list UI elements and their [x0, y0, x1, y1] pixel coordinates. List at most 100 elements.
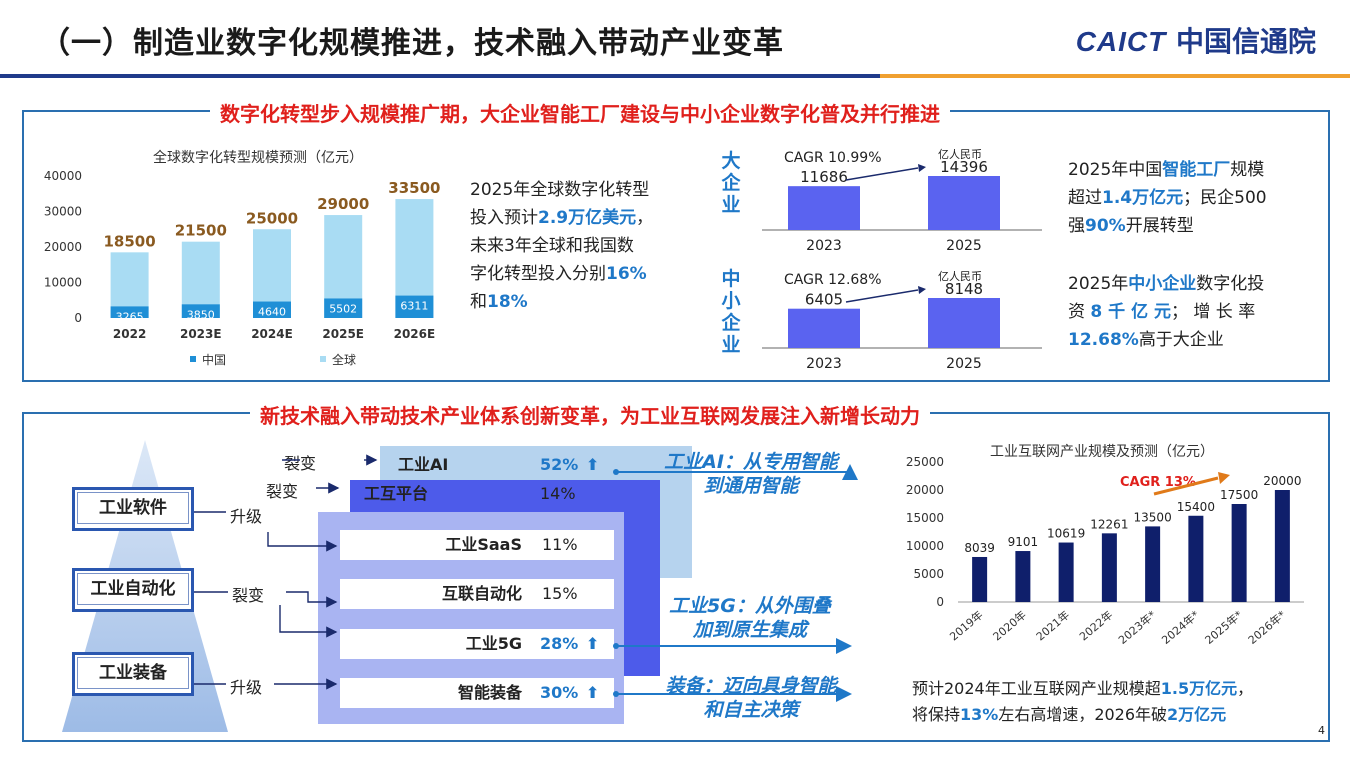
x-tick-label: 2019年 [947, 608, 986, 644]
global-value-label: 21500 [175, 222, 227, 240]
y-tick-label: 20000 [44, 240, 82, 254]
x-tick-label: 2025 [946, 356, 982, 372]
legend-label-china: 中国 [202, 352, 226, 367]
iiot-chart-cagr: CAGR 13% [1120, 472, 1230, 496]
china-bar [253, 301, 291, 318]
y-tick-label: 5000 [913, 567, 944, 581]
bar-value-label: 6405 [805, 291, 843, 309]
bar [788, 186, 860, 230]
bar-value-label: 8039 [964, 541, 995, 555]
header-divider-blue [0, 74, 880, 78]
unit-label: 亿人民币 [938, 270, 982, 283]
iiot-bar [1101, 533, 1117, 602]
y-tick-label: 30000 [44, 205, 82, 219]
x-tick-label: 2022年 [1076, 608, 1115, 644]
cagr-arrowhead [918, 286, 926, 294]
china-value-label: 6311 [400, 300, 428, 313]
top-section-title: 数字化转型步入规模推广期，大企业智能工厂建设与中小企业数字化普及并行推进 [210, 98, 950, 127]
label-fission-1: 裂变 [284, 454, 317, 473]
trend-5g: 工业5G：从外围叠 加到原生集成 [669, 595, 831, 641]
bar-value-label: 9101 [1008, 535, 1039, 549]
global-text: 2025年全球数字化转型 投入预计2.9万亿美元， 未来3年全球和我国数 字化转… [470, 176, 685, 316]
iiot-bar [1145, 526, 1161, 602]
iiot-chart: 工业互联网产业规模及预测（亿元） 0 5000 10000 15000 20000 250… [906, 444, 1304, 647]
y-tick-label: 0 [74, 311, 82, 325]
cagr-label: CAGR 10.99% [784, 150, 882, 166]
iiot-bar [972, 556, 988, 602]
sme-text: 2025年中小企业数字化投 资 8 千 亿 元； 增 长 率 12.68%高于大… [1068, 274, 1265, 350]
x-tick-label: 2023 [806, 238, 842, 254]
bar-value-label: 10619 [1047, 527, 1085, 541]
trend-ai: 工业AI：从专用智能 到通用智能 [664, 451, 838, 497]
bar-value-label: 8148 [945, 280, 983, 298]
cagr-label: CAGR 13% [1120, 475, 1196, 490]
large-enterprise-label: 大企业 [721, 150, 741, 216]
up-arrow-icon: ⬆ [586, 683, 600, 702]
x-tick-label: 2023E [180, 327, 222, 341]
global-value-label: 33500 [388, 179, 440, 197]
up-arrow-icon: ⬆ [586, 455, 600, 474]
legend-label-global: 全球 [332, 352, 356, 367]
global-text-line5: 和18% [470, 292, 528, 312]
bar-value-label: 15400 [1177, 500, 1215, 514]
large-enterprise-bars: 11686 2023 14396 2025 CAGR 10.99% 亿人民币 [762, 148, 1042, 254]
y-tick-label: 20000 [906, 483, 944, 497]
pyramid-equipment: 工业装备 [72, 652, 194, 696]
x-tick-label: 2024年* [1159, 607, 1202, 647]
global-value-label: 25000 [246, 209, 298, 227]
iiot-bar [1274, 490, 1290, 602]
iiot-bar [1231, 504, 1247, 602]
china-value-label: 3850 [187, 308, 215, 321]
global-chart-legend: 中国 全球 [190, 352, 356, 367]
x-tick-label: 2024E [251, 327, 293, 341]
y-tick-label: 10000 [44, 276, 82, 290]
global-text-line2: 投入预计2.9万亿美元， [470, 208, 654, 228]
bottom-section-title: 新技术融入带动技术产业体系创新变革，为工业互联网发展注入新增长动力 [250, 400, 930, 429]
unit-label: 亿人民币 [938, 148, 982, 161]
y-tick-label: 40000 [44, 169, 82, 183]
label-upgrade-1: 升级 [230, 507, 263, 526]
cagr-arrowhead [1218, 472, 1230, 484]
global-text-line3: 未来3年全球和我国数 [470, 236, 634, 256]
header-divider-orange [880, 74, 1350, 78]
cagr-arrow [845, 289, 919, 303]
page-number: 4 [1318, 724, 1325, 737]
tech-platform: 工互平台 14% [364, 484, 576, 503]
y-tick-label: 25000 [906, 455, 944, 469]
x-tick-label: 2021年 [1033, 608, 1072, 644]
china-bar [110, 306, 149, 318]
pyramid-software: 工业软件 [72, 487, 194, 531]
x-tick-label: 2022 [113, 327, 146, 341]
x-tick-label: 2020年 [990, 608, 1029, 644]
bar [928, 176, 1000, 230]
cagr-label: CAGR 12.68% [784, 272, 882, 288]
bar-value-label: 20000 [1263, 474, 1301, 488]
bar-value-label: 13500 [1134, 510, 1172, 524]
global-chart-bars: 18500 3265 21500 3850 25000 4640 29000 5502 3350… [104, 179, 441, 323]
x-tick-label: 2026E [394, 327, 436, 341]
cagr-arrowhead [918, 164, 926, 172]
label-fission-2: 裂变 [266, 482, 299, 501]
global-value-label: 18500 [104, 232, 156, 250]
global-chart-title: 全球数字化转型规模预测（亿元） [153, 149, 363, 166]
sme-chart: 6405 2023 8148 2025 CAGR 12.68% 亿人民币 [762, 270, 1042, 372]
china-bar [395, 295, 434, 318]
connector-lines [194, 454, 858, 702]
tech-automation: 互联自动化 15% [340, 579, 614, 609]
large-enterprise-text: 2025年中国智能工厂规模 超过1.4万亿元；民企500 强90%开展转型 [1068, 160, 1267, 236]
label-fission-3: 裂变 [232, 586, 265, 605]
label-upgrade-2: 升级 [230, 678, 263, 697]
global-chart: 全球数字化转型规模预测（亿元） 0 10000 20000 30000 40000 202… [44, 149, 441, 367]
iiot-bar [1188, 515, 1204, 602]
iiot-chart-title: 工业互联网产业规模及预测（亿元） [990, 444, 1214, 460]
legend-swatch-china [190, 356, 196, 362]
bar-value-label: 17500 [1220, 488, 1258, 502]
x-tick-label: 2023 [806, 356, 842, 372]
china-value-label: 5502 [329, 302, 357, 315]
cagr-arrow [1153, 476, 1219, 496]
global-value-label: 29000 [317, 195, 369, 213]
global-text-line1: 2025年全球数字化转型 [470, 180, 650, 200]
cagr-arrow [845, 167, 919, 181]
bar [928, 298, 1000, 348]
logo-cn: 中国信通院 [1175, 25, 1316, 58]
